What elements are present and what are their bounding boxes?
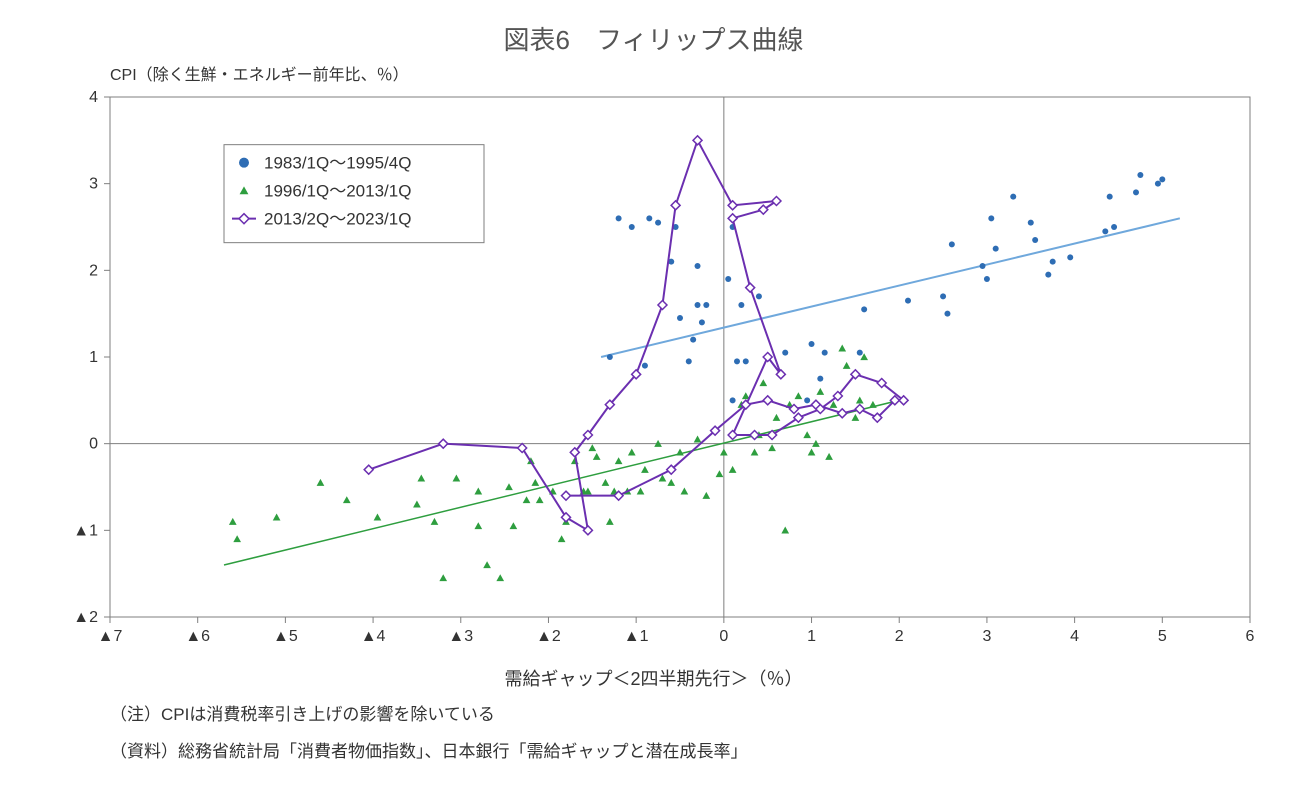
svg-text:▲5: ▲5 [273, 628, 298, 645]
svg-text:▲4: ▲4 [361, 628, 386, 645]
chart-container: 図表6 フィリップス曲線 CPI（除く生鮮・エネルギー前年比、％） ▲7 ▲6 ▲5… [20, 20, 1287, 765]
svg-text:0: 0 [719, 628, 728, 645]
source-text: （資料）総務省統計局「消費者物価指数」、日本銀行「需給ギャップと潜在成長率」 [110, 738, 1287, 765]
svg-text:2: 2 [89, 262, 98, 279]
svg-text:0: 0 [89, 436, 98, 453]
note-text: （注）CPIは消費税率引き上げの影響を除いている [110, 701, 1287, 728]
svg-text:3: 3 [982, 628, 991, 645]
svg-text:6: 6 [1246, 628, 1255, 645]
svg-text:1: 1 [89, 349, 98, 366]
plot-area: ▲7 ▲6 ▲5 ▲4 ▲3 ▲2 ▲1 0 1 2 3 4 5 6 ▲2 ▲1 0 1 2 3 4 1983/1Q～19… [20, 87, 1287, 657]
svg-text:3: 3 [89, 176, 98, 193]
scatter-plot-svg: ▲7 ▲6 ▲5 ▲4 ▲3 ▲2 ▲1 0 1 2 3 4 5 6 ▲2 ▲1 0 1 2 3 4 1983/1Q～19… [40, 87, 1270, 657]
svg-text:4: 4 [1070, 628, 1079, 645]
svg-text:5: 5 [1158, 628, 1167, 645]
svg-text:▲2: ▲2 [536, 628, 561, 645]
chart-title: 図表6 フィリップス曲線 [20, 20, 1287, 57]
svg-text:▲1: ▲1 [624, 628, 649, 645]
y-axis-label: CPI（除く生鮮・エネルギー前年比、％） [110, 61, 1287, 85]
x-axis-label: 需給ギャップ＜2四半期先行＞（％） [20, 665, 1287, 691]
svg-text:▲6: ▲6 [185, 628, 210, 645]
svg-text:4: 4 [89, 89, 98, 106]
svg-text:▲1: ▲1 [73, 522, 98, 539]
svg-text:1983/1Q～1995/4Q: 1983/1Q～1995/4Q [264, 154, 411, 173]
svg-text:2: 2 [895, 628, 904, 645]
svg-text:2013/2Q～2023/1Q: 2013/2Q～2023/1Q [264, 210, 411, 229]
svg-text:▲3: ▲3 [448, 628, 473, 645]
svg-text:▲2: ▲2 [73, 609, 98, 626]
svg-text:▲7: ▲7 [98, 628, 123, 645]
svg-text:1: 1 [807, 628, 816, 645]
svg-text:1996/1Q～2013/1Q: 1996/1Q～2013/1Q [264, 182, 411, 201]
